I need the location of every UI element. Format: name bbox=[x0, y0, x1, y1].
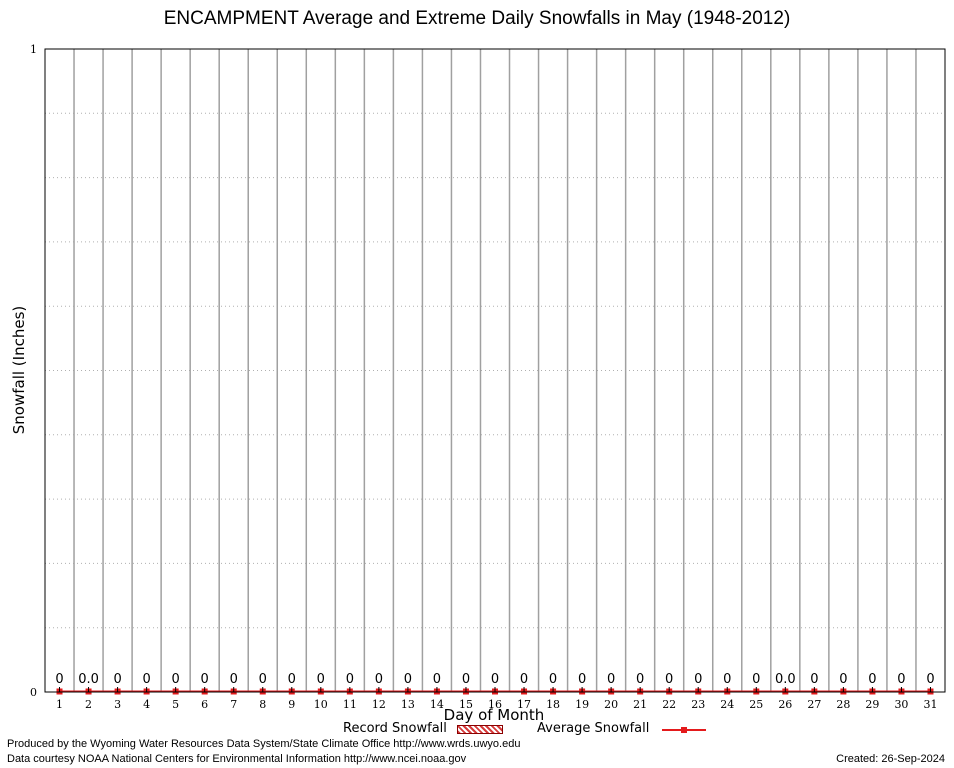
data-label: 0 bbox=[172, 672, 180, 687]
x-tick-label: 16 bbox=[488, 698, 502, 711]
data-label: 0 bbox=[926, 672, 934, 687]
x-tick-label: 8 bbox=[259, 698, 266, 711]
legend-record-label: Record Snowfall bbox=[343, 721, 447, 736]
x-tick-label: 22 bbox=[662, 698, 676, 711]
data-label: 0 bbox=[752, 672, 760, 687]
data-label: 0 bbox=[230, 672, 238, 687]
data-label: 0 bbox=[810, 672, 818, 687]
data-label: 0 bbox=[317, 672, 325, 687]
x-tick-label: 31 bbox=[923, 698, 937, 711]
data-label: 0 bbox=[839, 672, 847, 687]
chart-title: ENCAMPMENT Average and Extreme Daily Sno… bbox=[163, 8, 791, 29]
data-label: 0 bbox=[520, 672, 528, 687]
data-label: 0 bbox=[142, 672, 150, 687]
x-tick-label: 18 bbox=[546, 698, 560, 711]
data-label: 0 bbox=[462, 672, 470, 687]
x-tick-label: 17 bbox=[517, 698, 531, 711]
x-tick-label: 6 bbox=[201, 698, 208, 711]
data-label: 0 bbox=[723, 672, 731, 687]
x-tick-label: 28 bbox=[836, 698, 850, 711]
data-label: 0 bbox=[113, 672, 121, 687]
x-tick-label: 5 bbox=[172, 698, 179, 711]
x-tick-label: 21 bbox=[633, 698, 647, 711]
x-tick-label: 3 bbox=[114, 698, 121, 711]
x-tick-label: 2 bbox=[85, 698, 92, 711]
x-tick-label: 27 bbox=[807, 698, 821, 711]
x-tick-label: 13 bbox=[401, 698, 415, 711]
x-tick-label: 29 bbox=[865, 698, 879, 711]
legend-average-swatch bbox=[662, 727, 706, 733]
x-axis-label: Day of Month bbox=[443, 706, 545, 724]
data-label: 0.0 bbox=[775, 672, 796, 687]
data-label: 0 bbox=[636, 672, 644, 687]
x-tick-label: 10 bbox=[314, 698, 328, 711]
x-tick-label: 23 bbox=[691, 698, 705, 711]
y-axis-label: Snowfall (Inches) bbox=[10, 305, 28, 435]
data-label: 0 bbox=[375, 672, 383, 687]
data-label: 0 bbox=[578, 672, 586, 687]
x-tick-label: 25 bbox=[749, 698, 763, 711]
credit-line-2: Data courtesy NOAA National Centers for … bbox=[7, 753, 467, 765]
x-tick-label: 9 bbox=[288, 698, 295, 711]
x-tick-label: 26 bbox=[778, 698, 792, 711]
x-tick-label: 14 bbox=[430, 698, 444, 711]
x-tick-label: 7 bbox=[230, 698, 237, 711]
data-label: 0.0 bbox=[78, 672, 99, 687]
legend-record-swatch bbox=[457, 725, 503, 734]
y-tick-label: 0 bbox=[30, 686, 37, 699]
data-label: 0 bbox=[897, 672, 905, 687]
data-label: 0 bbox=[665, 672, 673, 687]
data-label: 0 bbox=[549, 672, 557, 687]
x-tick-label: 1 bbox=[56, 698, 63, 711]
x-tick-label: 15 bbox=[459, 698, 473, 711]
x-tick-label: 30 bbox=[894, 698, 908, 711]
x-tick-label: 11 bbox=[343, 698, 357, 711]
x-tick-label: 19 bbox=[575, 698, 589, 711]
data-label: 0 bbox=[346, 672, 354, 687]
data-label: 0 bbox=[201, 672, 209, 687]
data-label: 0 bbox=[868, 672, 876, 687]
data-label: 0 bbox=[259, 672, 267, 687]
x-tick-label: 4 bbox=[143, 698, 150, 711]
created-date: Created: 26-Sep-2024 bbox=[836, 753, 945, 765]
data-label: 0 bbox=[55, 672, 63, 687]
data-label: 0 bbox=[433, 672, 441, 687]
data-label: 0 bbox=[491, 672, 499, 687]
credit-line-1: Produced by the Wyoming Water Resources … bbox=[7, 738, 521, 750]
data-label: 0 bbox=[404, 672, 412, 687]
data-label: 0 bbox=[288, 672, 296, 687]
data-label: 0 bbox=[694, 672, 702, 687]
x-tick-label: 24 bbox=[720, 698, 734, 711]
x-tick-label: 12 bbox=[372, 698, 386, 711]
y-tick-label: 1 bbox=[30, 43, 37, 56]
data-label: 0 bbox=[607, 672, 615, 687]
x-tick-label: 20 bbox=[604, 698, 618, 711]
legend-average-label: Average Snowfall bbox=[537, 721, 650, 736]
